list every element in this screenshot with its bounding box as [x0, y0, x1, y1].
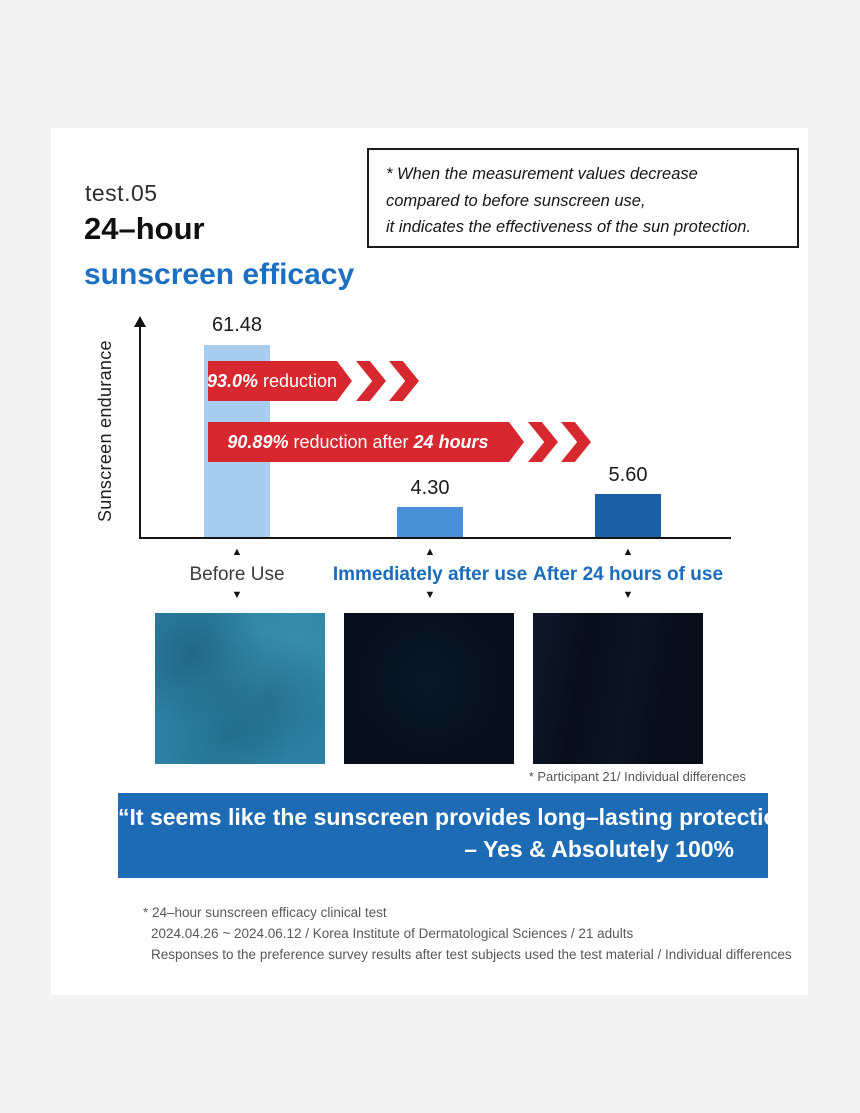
pointer-up-icon: ▲: [231, 546, 243, 558]
bar-value-label: 5.60: [608, 464, 648, 486]
pointer-down-icon: ▼: [622, 589, 634, 601]
chevron-icon: [528, 422, 558, 462]
note-line: compared to before sunscreen use,: [386, 191, 646, 210]
footnote-survey-details: Responses to the preference survey resul…: [151, 947, 792, 962]
ribbon-text: 93.0% reduction: [206, 370, 338, 391]
x-axis-line: [139, 537, 731, 539]
y-axis-line: [139, 326, 141, 538]
chevron-icon: [389, 361, 419, 401]
bar-immediately-after: [397, 507, 463, 537]
test-number-label: test.05: [85, 180, 158, 206]
reduction-ribbon-immediate: 93.0% reduction: [208, 361, 420, 401]
category-label-before-use: Before Use: [189, 564, 285, 585]
chevron-icon: [561, 422, 591, 462]
pointer-down-icon: ▼: [424, 589, 436, 601]
specimen-photo-immediately-after: [344, 613, 514, 764]
page-title-line1: 24–hour: [84, 211, 205, 246]
pointer-down-icon: ▼: [231, 589, 243, 601]
ribbon-text: 90.89% reduction after 24 hours: [227, 431, 489, 452]
y-axis-arrow-icon: [134, 316, 146, 327]
measurement-note-box: * When the measurement values decrease c…: [367, 148, 799, 248]
specimen-photo-before-use: [155, 613, 325, 764]
participant-footnote: * Participant 21/ Individual differences: [528, 769, 746, 784]
ribbon-body: 93.0% reduction: [208, 361, 352, 401]
footnote-test-details: 2024.04.26 ~ 2024.06.12 / Korea Institut…: [151, 926, 634, 941]
pointer-up-icon: ▲: [424, 546, 436, 558]
testimonial-banner: “It seems like the sunscreen provides lo…: [118, 793, 810, 878]
note-line: * When the measurement values decrease: [386, 165, 698, 183]
category-label-immediately-after: Immediately after use: [332, 564, 528, 585]
ribbon-body: 90.89% reduction after 24 hours: [208, 422, 524, 462]
reduction-ribbon-24h: 90.89% reduction after 24 hours: [208, 422, 592, 462]
pointer-up-icon: ▲: [622, 546, 634, 558]
testimonial-answer: – Yes & Absolutely 100%: [464, 836, 734, 862]
bar-value-label: 61.48: [211, 314, 263, 336]
bar-value-label: 4.30: [410, 477, 450, 499]
testimonial-quote: “It seems like the sunscreen provides lo…: [118, 804, 810, 830]
footnote-test-title: * 24–hour sunscreen efficacy clinical te…: [143, 905, 387, 920]
specimen-photo-after-24-hours: [533, 613, 703, 764]
y-axis-label: Sunscreen endurance: [95, 340, 115, 523]
category-label-after-24-hours: After 24 hours of use: [532, 564, 724, 585]
content-card: test.05 24–hour sunscreen efficacy * Whe…: [51, 128, 810, 995]
bar-after-24-hours: [595, 494, 661, 537]
page-title-line2: sunscreen efficacy: [84, 258, 355, 291]
note-line: it indicates the effectiveness of the su…: [386, 218, 752, 237]
chevron-icon: [356, 361, 386, 401]
